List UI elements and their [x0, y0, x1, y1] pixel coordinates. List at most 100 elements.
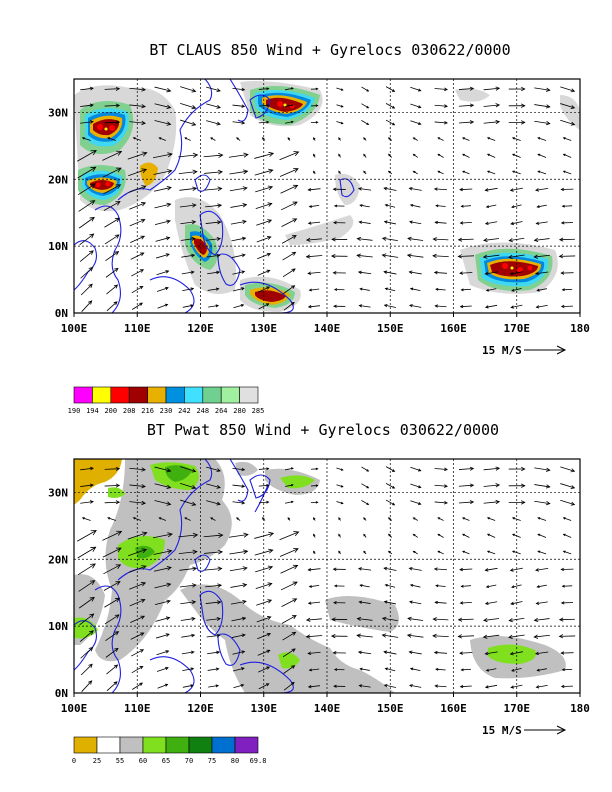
wind-vector: [254, 549, 273, 556]
wind-vector-head: [215, 304, 220, 308]
wind-vector-head: [268, 531, 275, 537]
x-tick-label: 110E: [124, 702, 151, 715]
wind-vector-head: [457, 634, 463, 639]
wind-vector: [534, 618, 550, 621]
wind-vector-head: [332, 271, 337, 275]
wind-vector: [511, 584, 522, 588]
wind-vector-head: [291, 268, 296, 273]
wind-vector-head: [241, 236, 247, 241]
x-tick-label: 160E: [440, 702, 467, 715]
wind-vector-head: [190, 287, 195, 291]
wind-vector-head: [356, 253, 361, 258]
wind-vector-head: [266, 269, 271, 274]
wind-vector-head: [560, 601, 565, 605]
wind-vector: [384, 221, 397, 225]
wind-vector: [511, 304, 523, 308]
wind-vector-head: [511, 533, 515, 537]
colorbar-swatch: [211, 736, 236, 754]
wind-vector-head: [558, 254, 564, 259]
panel2-plot: [74, 459, 580, 693]
wind-vector-head: [241, 270, 246, 274]
wind-vector: [537, 550, 547, 555]
wind-vector-head: [114, 251, 120, 256]
wind-vector: [180, 86, 196, 92]
wind-vector-head: [313, 170, 316, 174]
wind-vector-head: [190, 270, 195, 275]
wind-vector: [104, 614, 120, 625]
wind-vector: [104, 597, 120, 608]
wind-vector-head: [482, 254, 488, 259]
wind-vector-head: [495, 86, 501, 91]
wind-vector-head: [412, 137, 416, 140]
wind-vector: [409, 567, 422, 571]
wind-vector: [434, 468, 448, 470]
x-tick-label: 140E: [314, 702, 341, 715]
wind-vector: [181, 254, 195, 258]
wind-vector: [536, 685, 548, 688]
wind-vector: [178, 551, 197, 555]
wind-vector: [283, 302, 295, 311]
colorbar-swatch: [239, 386, 259, 404]
wind-vector: [409, 684, 422, 688]
wind-vector-head: [330, 633, 336, 639]
wind-vector-head: [486, 170, 490, 174]
wind-vector-head: [437, 533, 441, 537]
wind-vector: [560, 103, 575, 109]
wind-vector: [282, 251, 296, 261]
panel2-vector-scale-label: 15 M/S: [482, 724, 522, 737]
wind-vector-head: [141, 151, 148, 157]
wind-vector: [360, 584, 370, 588]
wind-vector: [207, 651, 220, 655]
wind-vector-head: [139, 649, 145, 653]
wind-vector-head: [392, 469, 396, 472]
wind-vector-head: [511, 153, 515, 157]
wind-vector-head: [266, 104, 270, 107]
wind-vector-head: [340, 105, 344, 108]
wind-vector-head: [536, 288, 540, 292]
wind-vector: [536, 305, 548, 308]
wind-vector-head: [537, 153, 541, 157]
wind-vector: [182, 288, 194, 292]
wind-vector-head: [165, 666, 169, 671]
wind-vector: [458, 121, 474, 124]
wind-vector-head: [485, 585, 490, 589]
wind-vector: [180, 601, 196, 605]
wind-vector-head: [469, 103, 475, 108]
wind-vector-head: [114, 631, 120, 636]
wind-vector: [206, 86, 221, 92]
wind-vector-head: [459, 651, 463, 655]
wind-vector-head: [165, 650, 170, 654]
wind-vector: [487, 137, 496, 141]
wind-vector-head: [545, 87, 551, 92]
wind-vector-head: [266, 632, 272, 637]
wind-vector-head: [116, 530, 123, 536]
wind-vector-head: [290, 87, 294, 90]
wind-vector-head: [89, 580, 96, 586]
wind-vector: [79, 233, 94, 246]
wind-vector-head: [366, 105, 370, 109]
wind-vector: [76, 530, 97, 542]
wind-vector: [104, 234, 120, 245]
wind-vector-head: [89, 613, 95, 619]
wind-vector: [485, 567, 498, 571]
wind-vector-head: [166, 121, 172, 126]
wind-vector-head: [115, 466, 121, 471]
wind-vector-head: [192, 186, 198, 192]
wind-vector-head: [140, 218, 146, 223]
wind-vector: [258, 286, 270, 293]
wind-vector-head: [241, 484, 246, 488]
wind-vector-head: [290, 681, 295, 686]
wind-vector: [255, 583, 272, 589]
wind-vector: [206, 466, 221, 472]
wind-vector: [361, 86, 369, 92]
wind-vector-head: [437, 550, 441, 554]
wind-vector-head: [437, 517, 441, 520]
wind-vector: [279, 548, 299, 557]
wind-vector-head: [562, 550, 566, 554]
wind-vector: [459, 272, 473, 274]
wind-vector: [483, 104, 500, 107]
wind-vector: [510, 651, 524, 655]
wind-vector: [336, 87, 343, 91]
wind-vector: [385, 499, 395, 506]
wind-vector-head: [469, 483, 475, 488]
